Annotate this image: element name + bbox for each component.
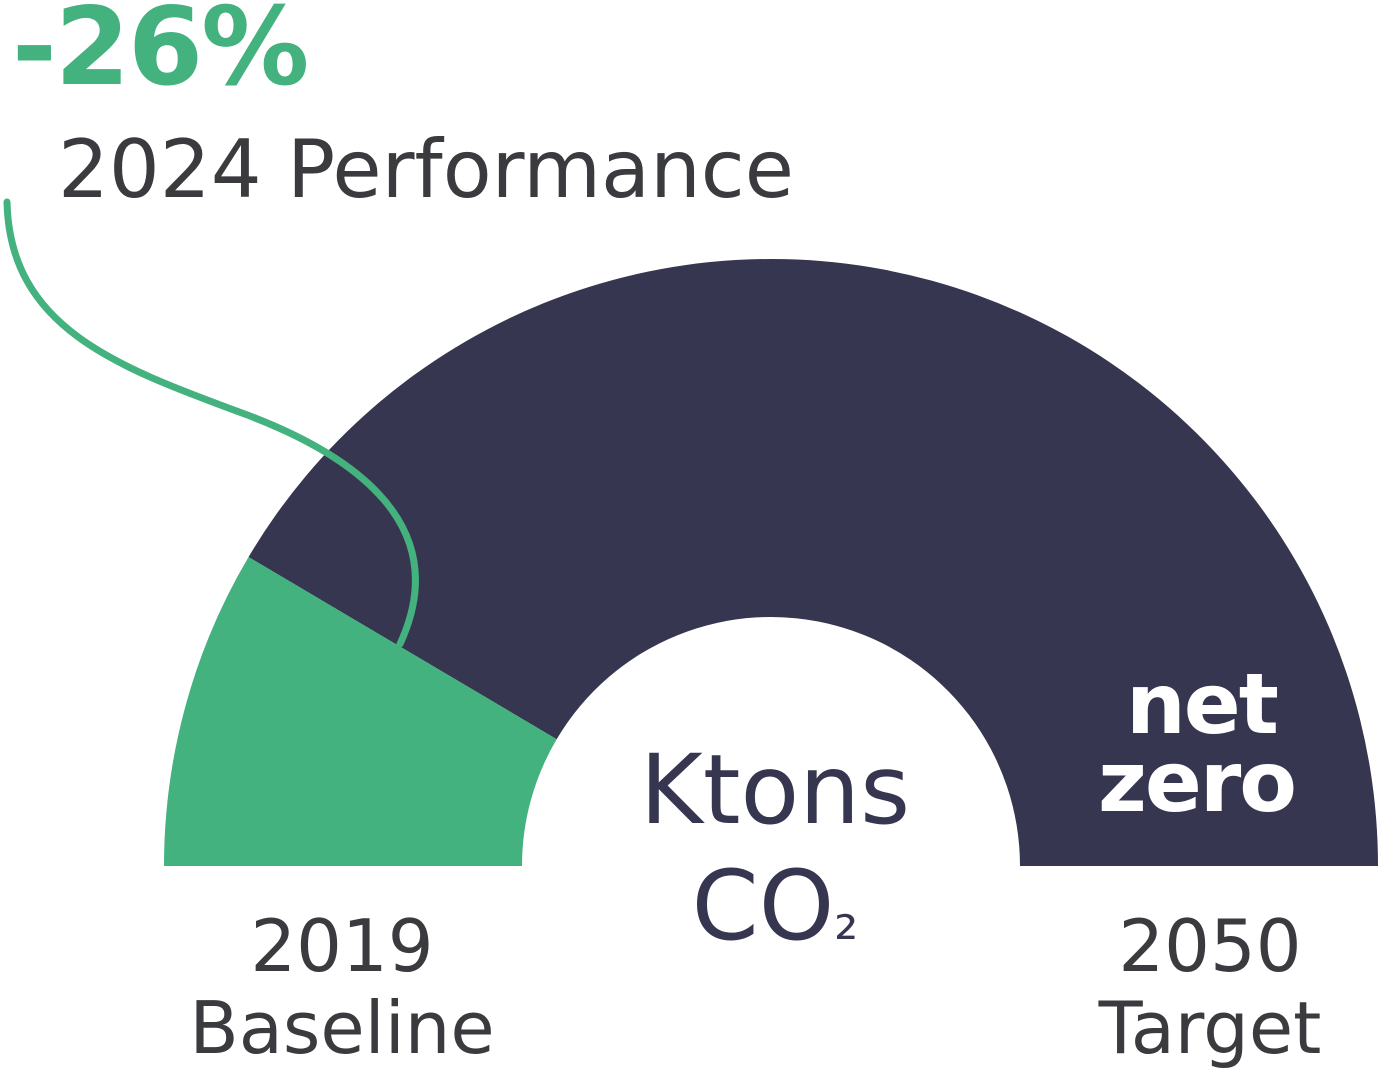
unit-label-main: CO [691, 850, 835, 962]
performance-label: 2024 Performance [58, 123, 794, 216]
unit-label-line1: Ktons [639, 734, 911, 846]
gauge-remaining-segment [248, 259, 1379, 867]
unit-label-subscript: ₂ [834, 884, 859, 954]
target-name-label: Target [1098, 986, 1322, 1070]
baseline-name-label: Baseline [189, 986, 495, 1070]
net-zero-label-line1: net [1126, 655, 1279, 753]
performance-value: -26% [12, 0, 309, 110]
baseline-year-label: 2019 [250, 904, 434, 988]
net-zero-label-line2: zero [1098, 733, 1297, 831]
target-year-label: 2050 [1118, 904, 1302, 988]
gauge-progress-segment [164, 557, 557, 866]
unit-label-line2: CO₂ [570, 858, 980, 954]
callout-leader-line [3, 198, 419, 648]
